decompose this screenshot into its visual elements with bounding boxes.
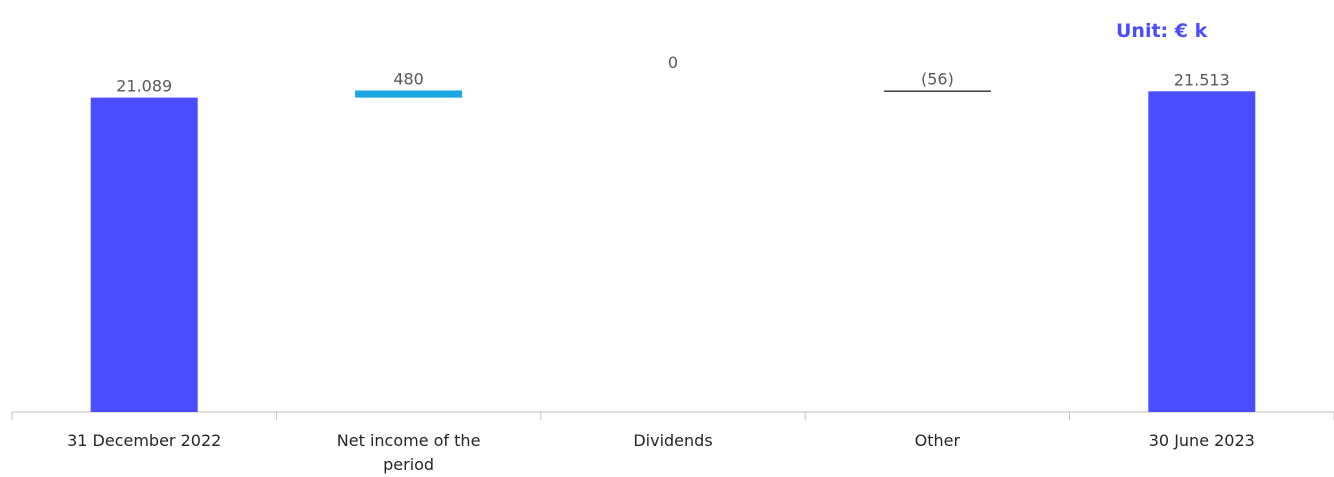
bar-0: [90, 97, 198, 413]
category-label-0: 31 December 2022: [67, 431, 221, 450]
bar-1: [355, 90, 463, 98]
category-label-3: Other: [915, 431, 961, 450]
category-label-4: 30 June 2023: [1149, 431, 1255, 450]
value-label-4: 21.513: [1174, 70, 1230, 89]
value-label-2: 0: [668, 53, 678, 72]
category-label-1: Net income of the: [337, 431, 481, 450]
unit-label: Unit: € k: [1116, 20, 1208, 42]
value-label-3: (56): [921, 69, 954, 88]
bar-3: [883, 90, 991, 92]
value-label-1: 480: [393, 69, 424, 88]
category-label-1-line-1: period: [383, 455, 434, 474]
category-label-2: Dividends: [633, 431, 712, 450]
value-label-0: 21.089: [116, 77, 172, 96]
bar-4: [1148, 91, 1256, 413]
